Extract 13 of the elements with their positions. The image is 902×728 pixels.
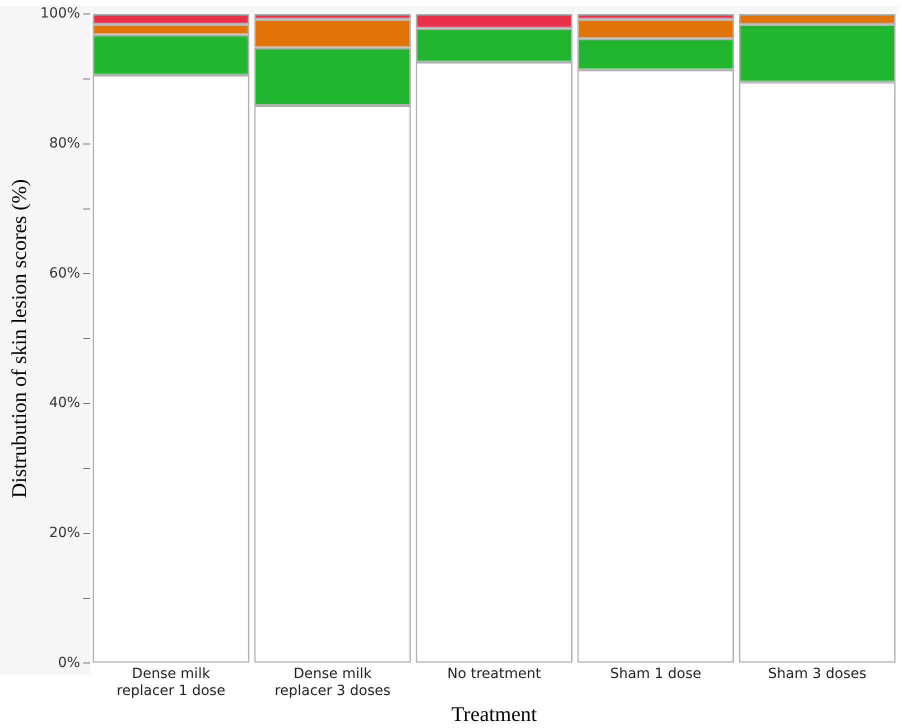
x-tick-label: Sham 1 dose — [610, 666, 702, 682]
x-tick-label: Dense milk replacer 3 doses — [274, 666, 391, 700]
y-tick-label: 60% — [49, 265, 80, 282]
x-axis-title: Treatment — [451, 702, 538, 726]
y-tick-label: 100% — [40, 6, 80, 22]
y-tick-label: 80% — [49, 135, 80, 152]
y-tick-label: 0% — [58, 654, 80, 671]
y-tick-label: 40% — [49, 395, 80, 412]
x-tick-label: Sham 3 doses — [768, 666, 866, 682]
y-axis-title: Distrubution of skin lesion scores (%) — [7, 179, 32, 498]
y-tick-label: 20% — [49, 525, 80, 541]
x-tick-label: Dense milk replacer 1 dose — [116, 666, 226, 700]
x-tick-label: No treatment — [447, 666, 542, 682]
